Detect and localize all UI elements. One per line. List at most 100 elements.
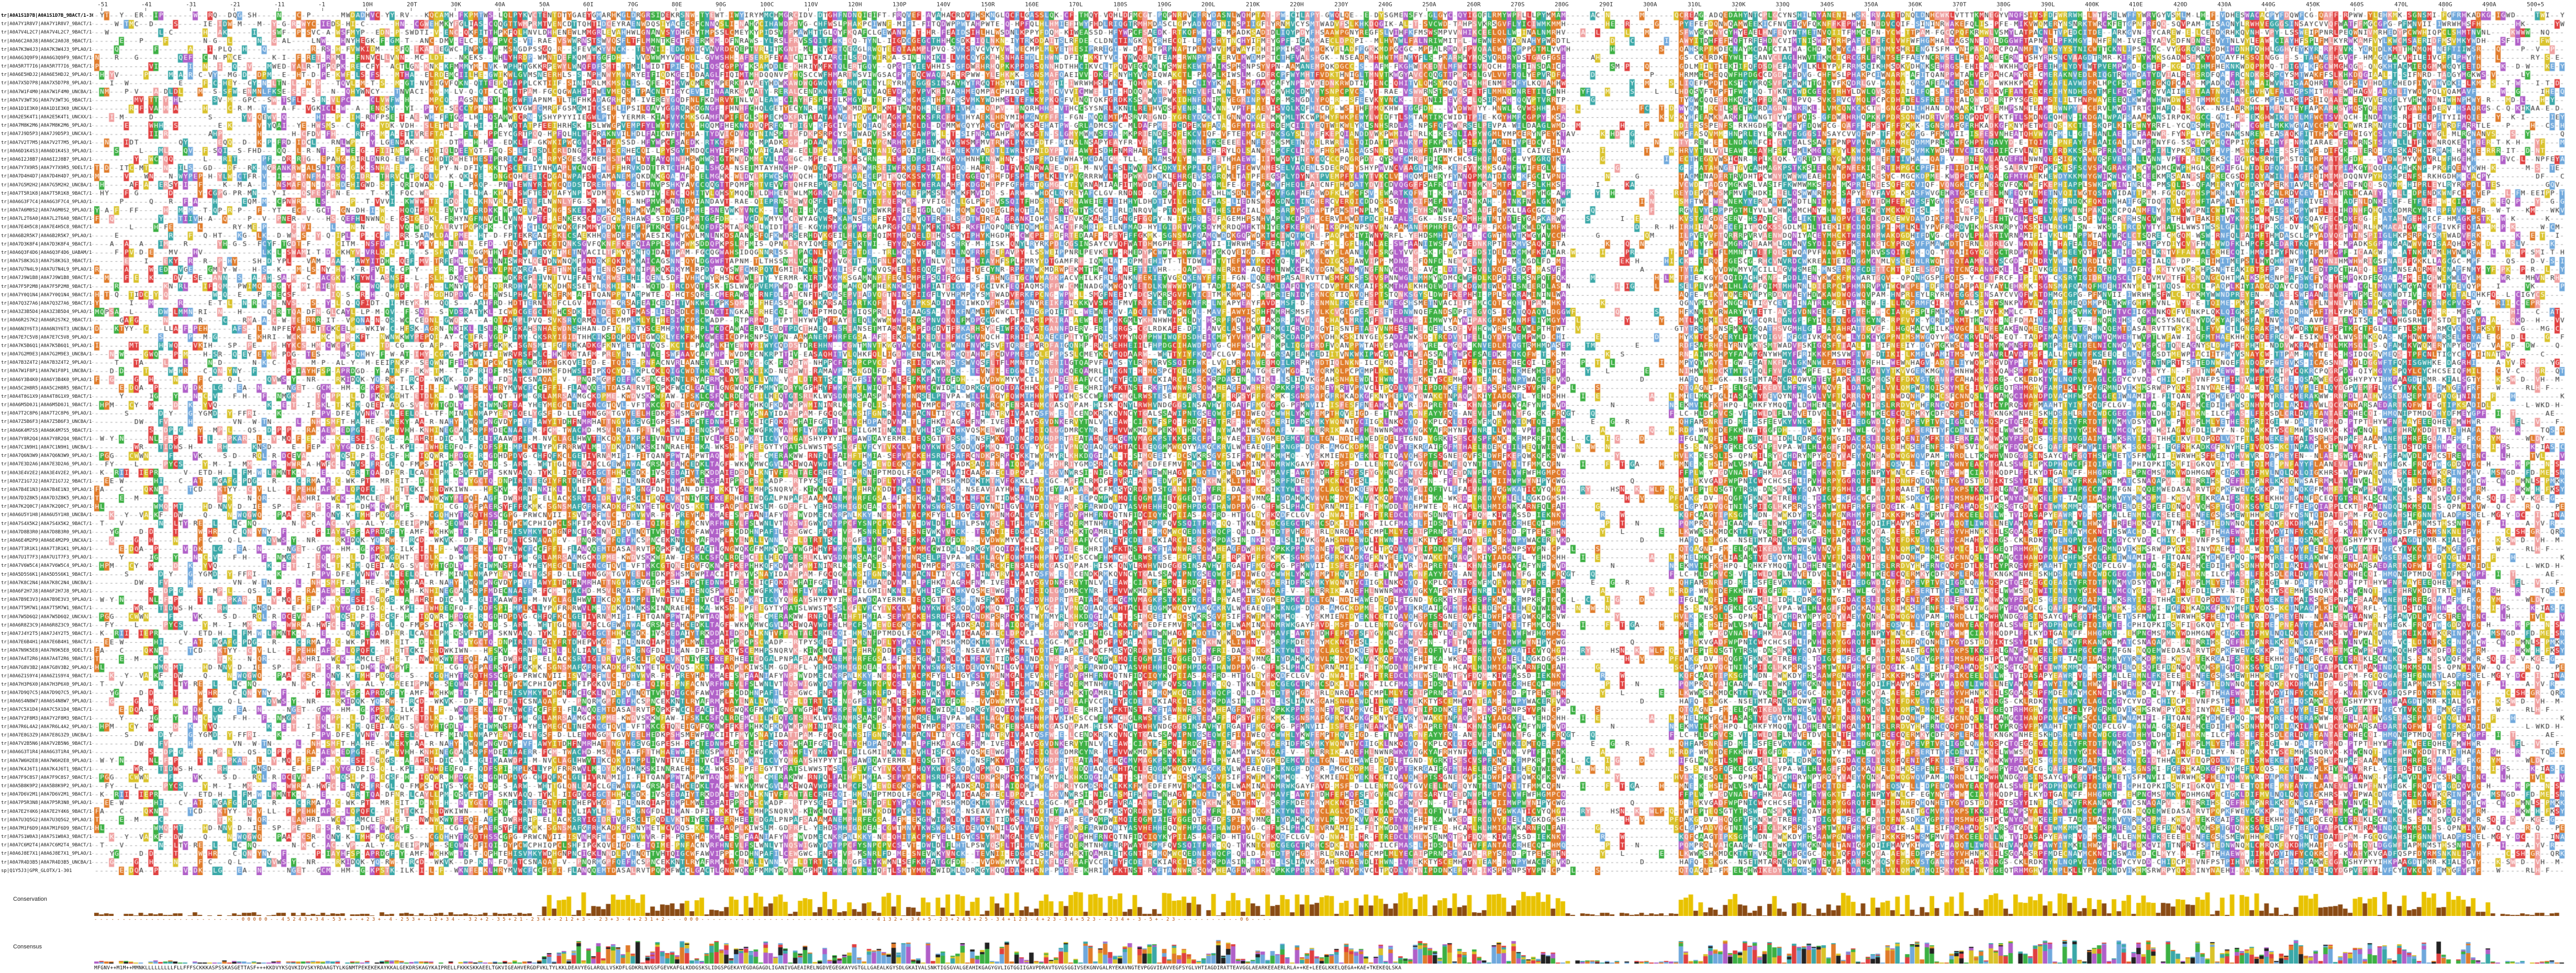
sequence-id[interactable]: tr|A0A7K8C2N4|A0A7K8C2N4_UNCBA/1-331 — [1, 580, 93, 586]
sequence-id[interactable]: tr|A0A7L2T6A0|A0A7L2T6A0_9BACT/1-317 — [1, 216, 93, 222]
sequence-id[interactable]: tr|A0A7H3P6X0|A0A7H3P6X0_9PLAO/1-331 — [1, 681, 93, 687]
sequence-id[interactable]: tr|A0A7T2C8P6|A0A7T2C8P6_9PLAO/1-319 — [1, 411, 93, 417]
alignment-residues-canvas[interactable] — [94, 12, 2568, 875]
sequence-id[interactable]: tr|A0A6R2S7K2|A0A6R2S7K2_9BACT/1-340 — [1, 318, 93, 323]
sequence-id[interactable]: tr|A0A6D1K4S3|A0A6D1K4S3_9PLAO/1-306 — [1, 148, 93, 154]
sequence-id[interactable]: tr|A0A7A4T2R6|A0A7A4T2R6_9BACT/1-316 — [1, 656, 93, 662]
sequence-id[interactable]: tr|A0A3E4V2E2|A0A3E4V2E2_9PLAO/1-308 — [1, 470, 93, 476]
sequence-id[interactable]: tr|A0A5D5S6K1|A0A5D5S6K1_9BACT/1-301 — [1, 572, 93, 577]
sequence-id[interactable]: tr|A0A7E6B4H1|A0A7E6B4H1_9BACT/1-323 — [1, 640, 93, 645]
sequence-id[interactable]: tr|A0A6E4M2P9|A0A6E4M2P9_UNCXA/1-317 — [1, 538, 93, 543]
sequence-id[interactable]: tr|A0A7U7N4L9|A0A7U7N4L9_9PLAO/1-342 — [1, 267, 93, 273]
sequence-id[interactable]: tr|A0A7Y2F8M3|A0A7Y2F8M3_9BACT/1-311 — [1, 715, 93, 721]
sequence-id[interactable]: tr|A0A7T5M7W1|A0A7T5M7W1_9BACT/1-313 — [1, 606, 93, 611]
sequence-id[interactable]: tr|A0A7W6H2E8|A0A7W6H2E8_9PLAO/1-317 — [1, 758, 93, 764]
sequence-id[interactable]: tr|A0A7S4X5K2|A0A7S4X5K2_9BACT/1-365 — [1, 521, 93, 527]
sequence-id[interactable]: tr|A0A6Y3B4K0|A0A6Y3B4K0_9PLAO/1-309 — [1, 377, 93, 383]
sequence-id[interactable]: tr|A0A7W5D6Q2|A0A7W5D6Q2_UNCXA/1-315 — [1, 614, 93, 620]
sequence-id[interactable]: tr|A0A6G3Q9F9|A0A6G3Q9F9_9BACT/1-319 — [1, 55, 93, 61]
sequence-id[interactable]: tr|A0A5B8K9P2|A0A5B8K9P2_9PLAO/1-316 — [1, 784, 93, 789]
sequence-id[interactable]: tr|A0A6E5HDJ2|A0A6E5HDJ2_9PLAO/1-318 — [1, 72, 93, 78]
sequence-id[interactable]: tr|A0A7K5B6Q1|A0A7K5B6Q1_9PLAO/1-345 — [1, 343, 93, 349]
sequence-id[interactable]: tr|A0A7B3Z4T2|A0A7B3Z4T2_9PLAO/1-333 — [1, 360, 93, 366]
sequence-id[interactable]: tr|A0A5C2H8R5|A0A5C2H8R5_9BACT/1-322 — [1, 385, 93, 391]
sequence-id[interactable]: tr|A0A7V3WT3G|A0A7V3WT3G_9BACT/1-340 — [1, 97, 93, 103]
sequence-id[interactable]: tr|A0A6G3T1R4|A0A6G3T1R4_9PLAO/1-307 — [1, 750, 93, 755]
sequence-id[interactable]: tr|A0A7U1T7F3|A0A7U1T7F3_9PLAO/1-312 — [1, 555, 93, 561]
sequence-id[interactable]: tr|A0A7W1F4M0|A0A7W1F4M0_UNCBA/1-312 — [1, 89, 93, 95]
sequence-id[interactable]: tr|A0A7Z5B6F3|A0A7Z5B6F3_UNCBA/1-317 — [1, 419, 93, 425]
sequence-id[interactable]: tr|A0A6I2J8B7|A0A6I2J8B7_9PLAO/1-304 — [1, 157, 93, 162]
sequence-id[interactable]: tr|A0A7J9D5P3|A0A7J9D5P3_UNCXA/1-307 — [1, 131, 93, 137]
sequence-id[interactable]: tr|A0A7M8K2M6|A0A7M8K2M6_9PLAO/1-328 — [1, 123, 93, 129]
sequence-id[interactable]: tr|A0A6N3Y6T3|A0A6N3Y6T3_UNCBA/1-342 — [1, 326, 93, 332]
sequence-id[interactable]: tr|A0A7D8B3R0|A0A7D8B3R0_9PLAO/1-315 — [1, 529, 93, 535]
sequence-id[interactable]: tr|A0A7G8V3B2|A0A7G8V3B2_9PLAO/1-313 — [1, 665, 93, 670]
sequence-id[interactable]: tr|A0A7F5P2M8|A0A7F5P2M8_9BACT/1-318 — [1, 284, 93, 289]
sequence-id[interactable]: tr|A0A1D1E3K0|A0A1D1E3K0_UNCXA/1-334 — [1, 106, 93, 111]
sequence-id[interactable]: tr|A0A7V4L2C7|A0A7V4L2C7_9BACT/1-324 — [1, 30, 93, 36]
sequence-id[interactable]: tr|A0A6S4N8W7|A0A6S4N8W7_9PLAO/1-319 — [1, 699, 93, 704]
sequence-id[interactable]: tr|A0A7C6M2T4|A0A7C6M2T4_9BACT/1-301 — [1, 843, 93, 848]
sequence-id[interactable]: tr|A0A7G2M9E3|A0A7G2M9E3_UNCBA/1-301 — [1, 352, 93, 357]
sequence-id[interactable]: tr|A0A7C5X1D4|A0A7C5X1D4_9BACT/1-309 — [1, 707, 93, 713]
sequence-id[interactable]: tr|A0A1S1D7B|A0A1S1D7B_9BACT/1-309 — [1, 13, 93, 18]
sequence-id[interactable]: tr|A0A7Q3Z7A6|A0A7Q3Z7A6_9BACT/1-316 — [1, 301, 93, 306]
sequence-id[interactable]: tr|A0A7Y0Q1N4|A0A7Y0Q1N4_9BACT/1-301 — [1, 292, 93, 298]
sequence-id[interactable]: tr|A0A7P5R3N8|A0A7P5R3N8_9PLAO/1-311 — [1, 800, 93, 806]
sequence-id[interactable]: tr|A0A7B9E3V3|A0A7B9E3V3_9PLAO/1-312 — [1, 597, 93, 603]
sequence-id[interactable]: tr|A0A6Q3F4D6|A0A6Q3F4D6_UABAM/1-335 — [1, 250, 93, 255]
sequence-id[interactable]: tr|A0A6K4M7S5|A0A6K4M7S5_9BACT/1-328 — [1, 428, 93, 433]
sequence-id[interactable]: tr|A0A7Y7X9R5|A0A7Y7X9R5_9DELT/1-309 — [1, 165, 93, 171]
sequence-id[interactable]: tr|A0A7A6M0S2|A0A7A6M0S2_9PLAO/1-317 — [1, 208, 93, 214]
sequence-id[interactable]: tr|A0A7N9K5E8|A0A7N9K5E8_9DELT/1-311 — [1, 648, 93, 654]
sequence-id[interactable]: tr|A0A6G3F7C4|A0A6G3F7C4_9PLAO/1-335 — [1, 199, 93, 205]
sequence-id[interactable]: tr|A0A6Z1S9Y4|A0A6Z1S9Y4_9BACT/1-322 — [1, 673, 93, 679]
sequence-id[interactable]: sp|Q1Y5J3|GPR_GLOTX/1-301 — [1, 868, 72, 874]
sequence-id[interactable]: tr|A0A7K3W4J3|A0A7K3W4J3_9PLAO/1-322 — [1, 47, 93, 52]
sequence-id[interactable]: tr|A0A6B2R5K7|A0A6B2R5K7_9PLAO/1-380 — [1, 233, 93, 239]
sequence-id[interactable]: tr|A0A7E8G3Z9|A0A7E8G3Z9_UNCBA/1-317 — [1, 733, 93, 738]
sequence-id[interactable]: tr|A0A7V6W5C4|A0A7V6W5C4_9PLAO/1-328 — [1, 563, 93, 569]
sequence-id[interactable]: tr|A0A7B4E1N3|A0A7B4E1N3_9PLAO/1-326 — [1, 487, 93, 493]
sequence-id[interactable]: tr|A0A5R7T7I6|A0A5R7T7I6_9BACT/1-31 — [1, 64, 93, 70]
sequence-id[interactable]: tr|A0A7J9W1B8|A0A7J9W1B8_9BACT/1-329 — [1, 275, 93, 281]
sequence-id[interactable]: tr|A0A7E3D2A6|A0A7E3D2A6_9PLAO/1-318 — [1, 462, 93, 467]
sequence-id[interactable]: tr|A0A4T8G1X9|A0A4T8G1X9_9BACT/1-304 — [1, 394, 93, 399]
sequence-id[interactable]: tr|A0A7M1F6D9|A0A7M1F6D9_9BACT/1-320 — [1, 825, 93, 831]
sequence-id[interactable]: tr|A0A7D3Z8K5|A0A7D3Z8K5_9PLAO/1-301 — [1, 496, 93, 501]
sequence-id[interactable]: tr|A0A7D9Q7C5|A0A7D9Q7C5_9PLAO/1-308 — [1, 690, 93, 696]
sequence-id[interactable]: tr|A0A7D3K8F4|A0A7D3K8F4_9BACT/1-348 — [1, 241, 93, 247]
sequence-id[interactable]: tr|A0A7Z1G7J2|A0A7Z1G7J2_9BACT/1-314 — [1, 478, 93, 484]
sequence-id[interactable]: tr|A0A7U3Q5G2|A0A7U3Q5G2_9PLAO/1-328 — [1, 817, 93, 823]
sequence-id[interactable]: tr|A0A7G5M2H2|A0A7G5M2H2_UNCBA/1-331 — [1, 182, 93, 188]
sequence-id[interactable]: tr|A0A7E7C5V8|A0A7E7C5V8_9PLAO/1-301 — [1, 334, 93, 340]
sequence-id[interactable]: tr|A0A7T5R1K8|A0A7T5R1K8_9BACT/1-339 — [1, 191, 93, 196]
sequence-id[interactable]: tr|A0A6J8E7X1|A0A6J8E7X1_9PLAO/1-318 — [1, 851, 93, 857]
alignment-panel[interactable] — [94, 12, 2568, 875]
sequence-id[interactable]: tr|A0A7D6V2M1|A0A7D6V2M1_9BACT/1-309 — [1, 792, 93, 798]
sequence-id[interactable]: tr|A0A6C2A0J8|A0A6C2A0J8_9BACT/1-318 — [1, 38, 93, 44]
sequence-id[interactable]: tr|A0A7E2Y4K6|A0A7E2Y4K6_9BACT/1-315 — [1, 809, 93, 814]
sequence-id[interactable]: tr|A0A7T3R1K1|A0A7T3R1K1_9PLAO/1-313 — [1, 546, 93, 552]
sequence-id[interactable]: tr|A0A7S8K3G3|A0A7S8K3G3_9BACT/1-336 — [1, 259, 93, 264]
sequence-id[interactable]: tr|A0A2E5K4T1|A0A2E5K4T1_UNCXX/1-309 — [1, 115, 93, 120]
sequence-id[interactable]: tr|A0A7Q6N3W9|A0A7Q6N3W9_9PLAO/1-301 — [1, 453, 93, 459]
sequence-id[interactable]: tr|A0A3Z3B5D4|A0A3Z3B5D4_9PLAO/1-346 — [1, 309, 93, 315]
sequence-id[interactable]: tr|A0A7F9C8S7|A0A7F9C8S7_9BACT/1-348 — [1, 775, 93, 780]
sequence-id[interactable]: tr|A0A7V2B5N6|A0A7V2B5N6_9BACT/1-309 — [1, 741, 93, 747]
sequence-id[interactable]: tr|A0A7K4J6T1|A0A7K4J6T1_9BACT/1-313 — [1, 766, 93, 772]
sequence-id[interactable]: tr|A0A7Y8R2Q4|A0A7Y8R2Q4_9BACT/1-331 — [1, 436, 93, 442]
sequence-id[interactable]: tr|A0A7Y1R8V7|A0A7Y1R8V7_9BACT/1-309 — [1, 21, 93, 27]
sequence-id[interactable]: tr|A0A7V2T7M5|A0A7V2T7M5_9PLAO/1-348 — [1, 140, 93, 146]
sequence-id[interactable]: tr|A0A6M5D0J1|A0A6M5D0J1_9BACT/1-317 — [1, 402, 93, 408]
sequence-id[interactable]: tr|A0A7E4H5C8|A0A7E4H5C8_9BACT/1-307 — [1, 225, 93, 230]
sequence-id[interactable]: tr|A0A6F2H7J8|A0A6F2H7J8_9PLAO/1-307 — [1, 589, 93, 594]
sequence-id[interactable]: tr|A0A7D4H4D7|A0A7D4H4D7_9PLAO/1-343 — [1, 174, 93, 180]
sequence-id[interactable]: tr|A0A6R8Z3C9|A0A6R8Z3C9_9BACT/1-310 — [1, 622, 93, 628]
sequence-id-panel[interactable]: tr|A0A1S1D7B|A0A1S1D7B_9BACT/1-309 tr|A0A… — [0, 12, 93, 875]
sequence-id[interactable]: tr|A0A7S1W0A3|A0A7S1W0A3_9BACT/1-331 — [1, 834, 93, 840]
sequence-id[interactable]: tr|A0A6U5Y1H8|A0A6U5Y1H8_UNCBA/1-337 — [1, 512, 93, 518]
sequence-id[interactable]: tr|A0A7W1F8P1|A0A7W1F8P1_UNCBA/1-306 — [1, 368, 93, 374]
sequence-id[interactable]: tr|A0A7K2Q0C7|A0A7K2Q0C7_9PLAO/1-344 — [1, 504, 93, 510]
